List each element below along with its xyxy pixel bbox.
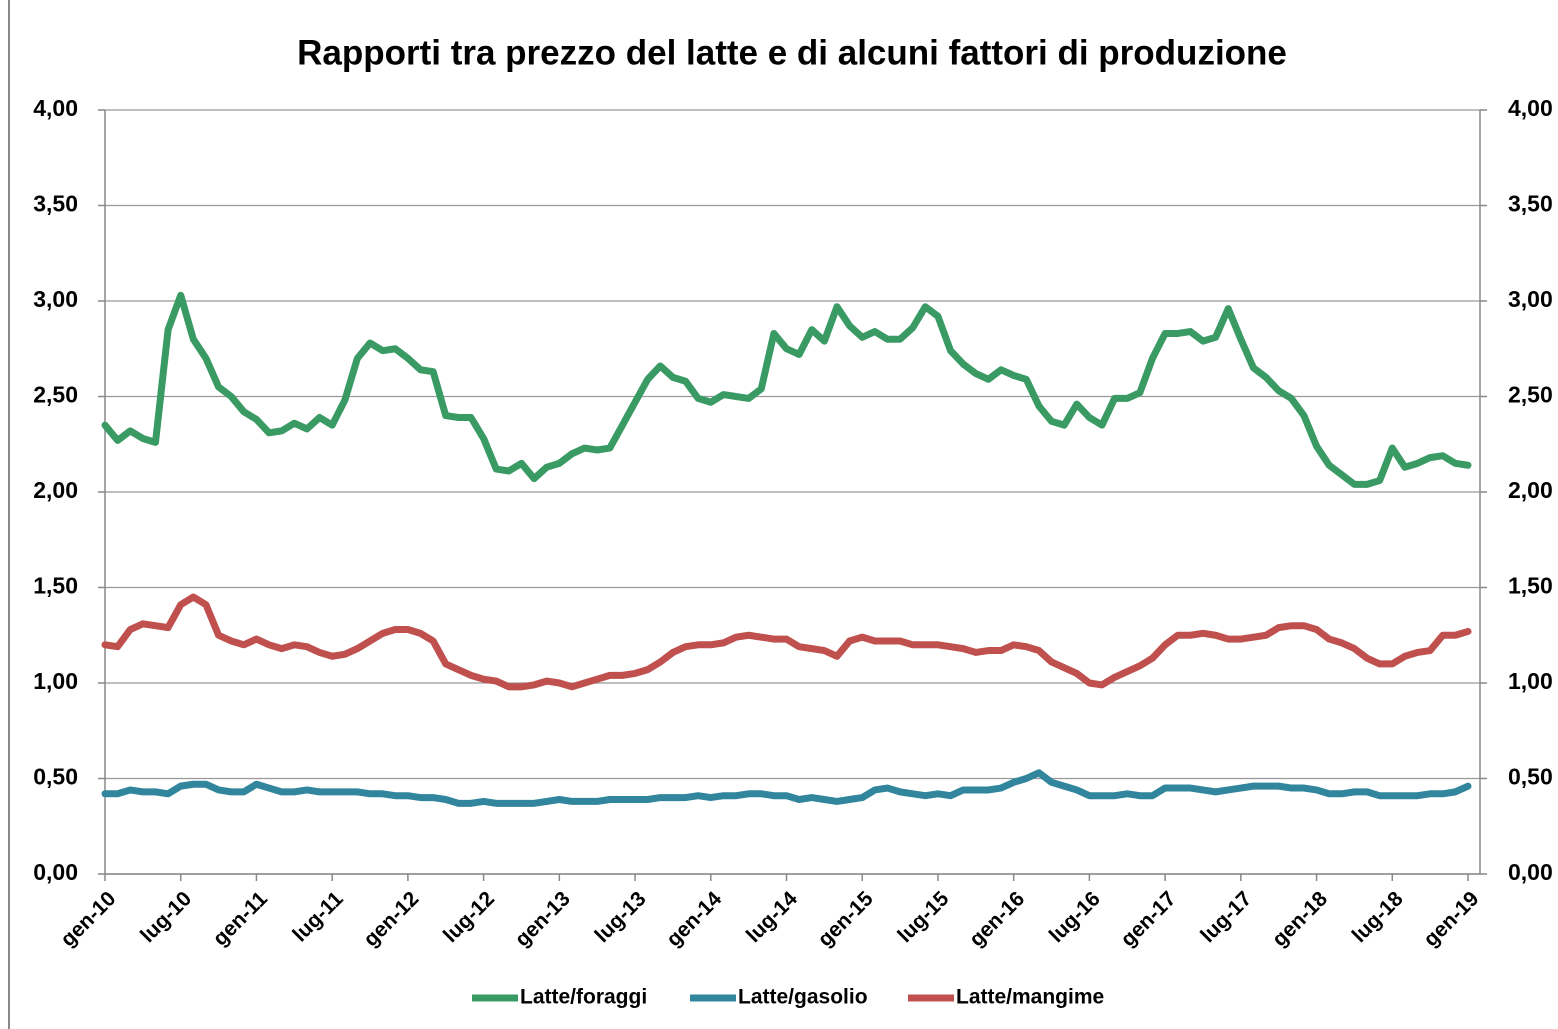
y-tick-label: 4,00 xyxy=(33,95,78,121)
legend-label: Latte/foraggi xyxy=(520,986,647,1009)
y2-tick-label: 1,50 xyxy=(1508,573,1553,599)
series-line xyxy=(101,291,1472,488)
y2-tick-label: 2,50 xyxy=(1508,382,1553,408)
y-tick-label: 1,00 xyxy=(33,668,78,694)
y2-tick-label: 0,50 xyxy=(1508,764,1553,790)
chart-frame xyxy=(8,0,1558,1029)
y-tick-label: 2,50 xyxy=(33,382,78,408)
y2-tick-label: 1,00 xyxy=(1508,668,1553,694)
legend-label: Latte/gasolio xyxy=(738,986,868,1009)
series-line xyxy=(101,593,1472,691)
y-tick-label: 1,50 xyxy=(33,573,78,599)
series-line xyxy=(101,769,1472,807)
y2-tick-label: 0,00 xyxy=(1508,859,1553,885)
y2-tick-label: 4,00 xyxy=(1508,95,1553,121)
y-tick-label: 0,50 xyxy=(33,764,78,790)
y2-tick-label: 3,00 xyxy=(1508,286,1553,312)
y-tick-label: 0,00 xyxy=(33,859,78,885)
y-tick-label: 3,50 xyxy=(33,191,78,217)
y-tick-label: 3,00 xyxy=(33,286,78,312)
chart-title: Rapporti tra prezzo del latte e di alcun… xyxy=(297,33,1287,72)
y2-tick-label: 2,00 xyxy=(1508,477,1553,503)
y-tick-label: 2,00 xyxy=(33,477,78,503)
y2-tick-label: 3,50 xyxy=(1508,191,1553,217)
legend-label: Latte/mangime xyxy=(956,986,1104,1009)
